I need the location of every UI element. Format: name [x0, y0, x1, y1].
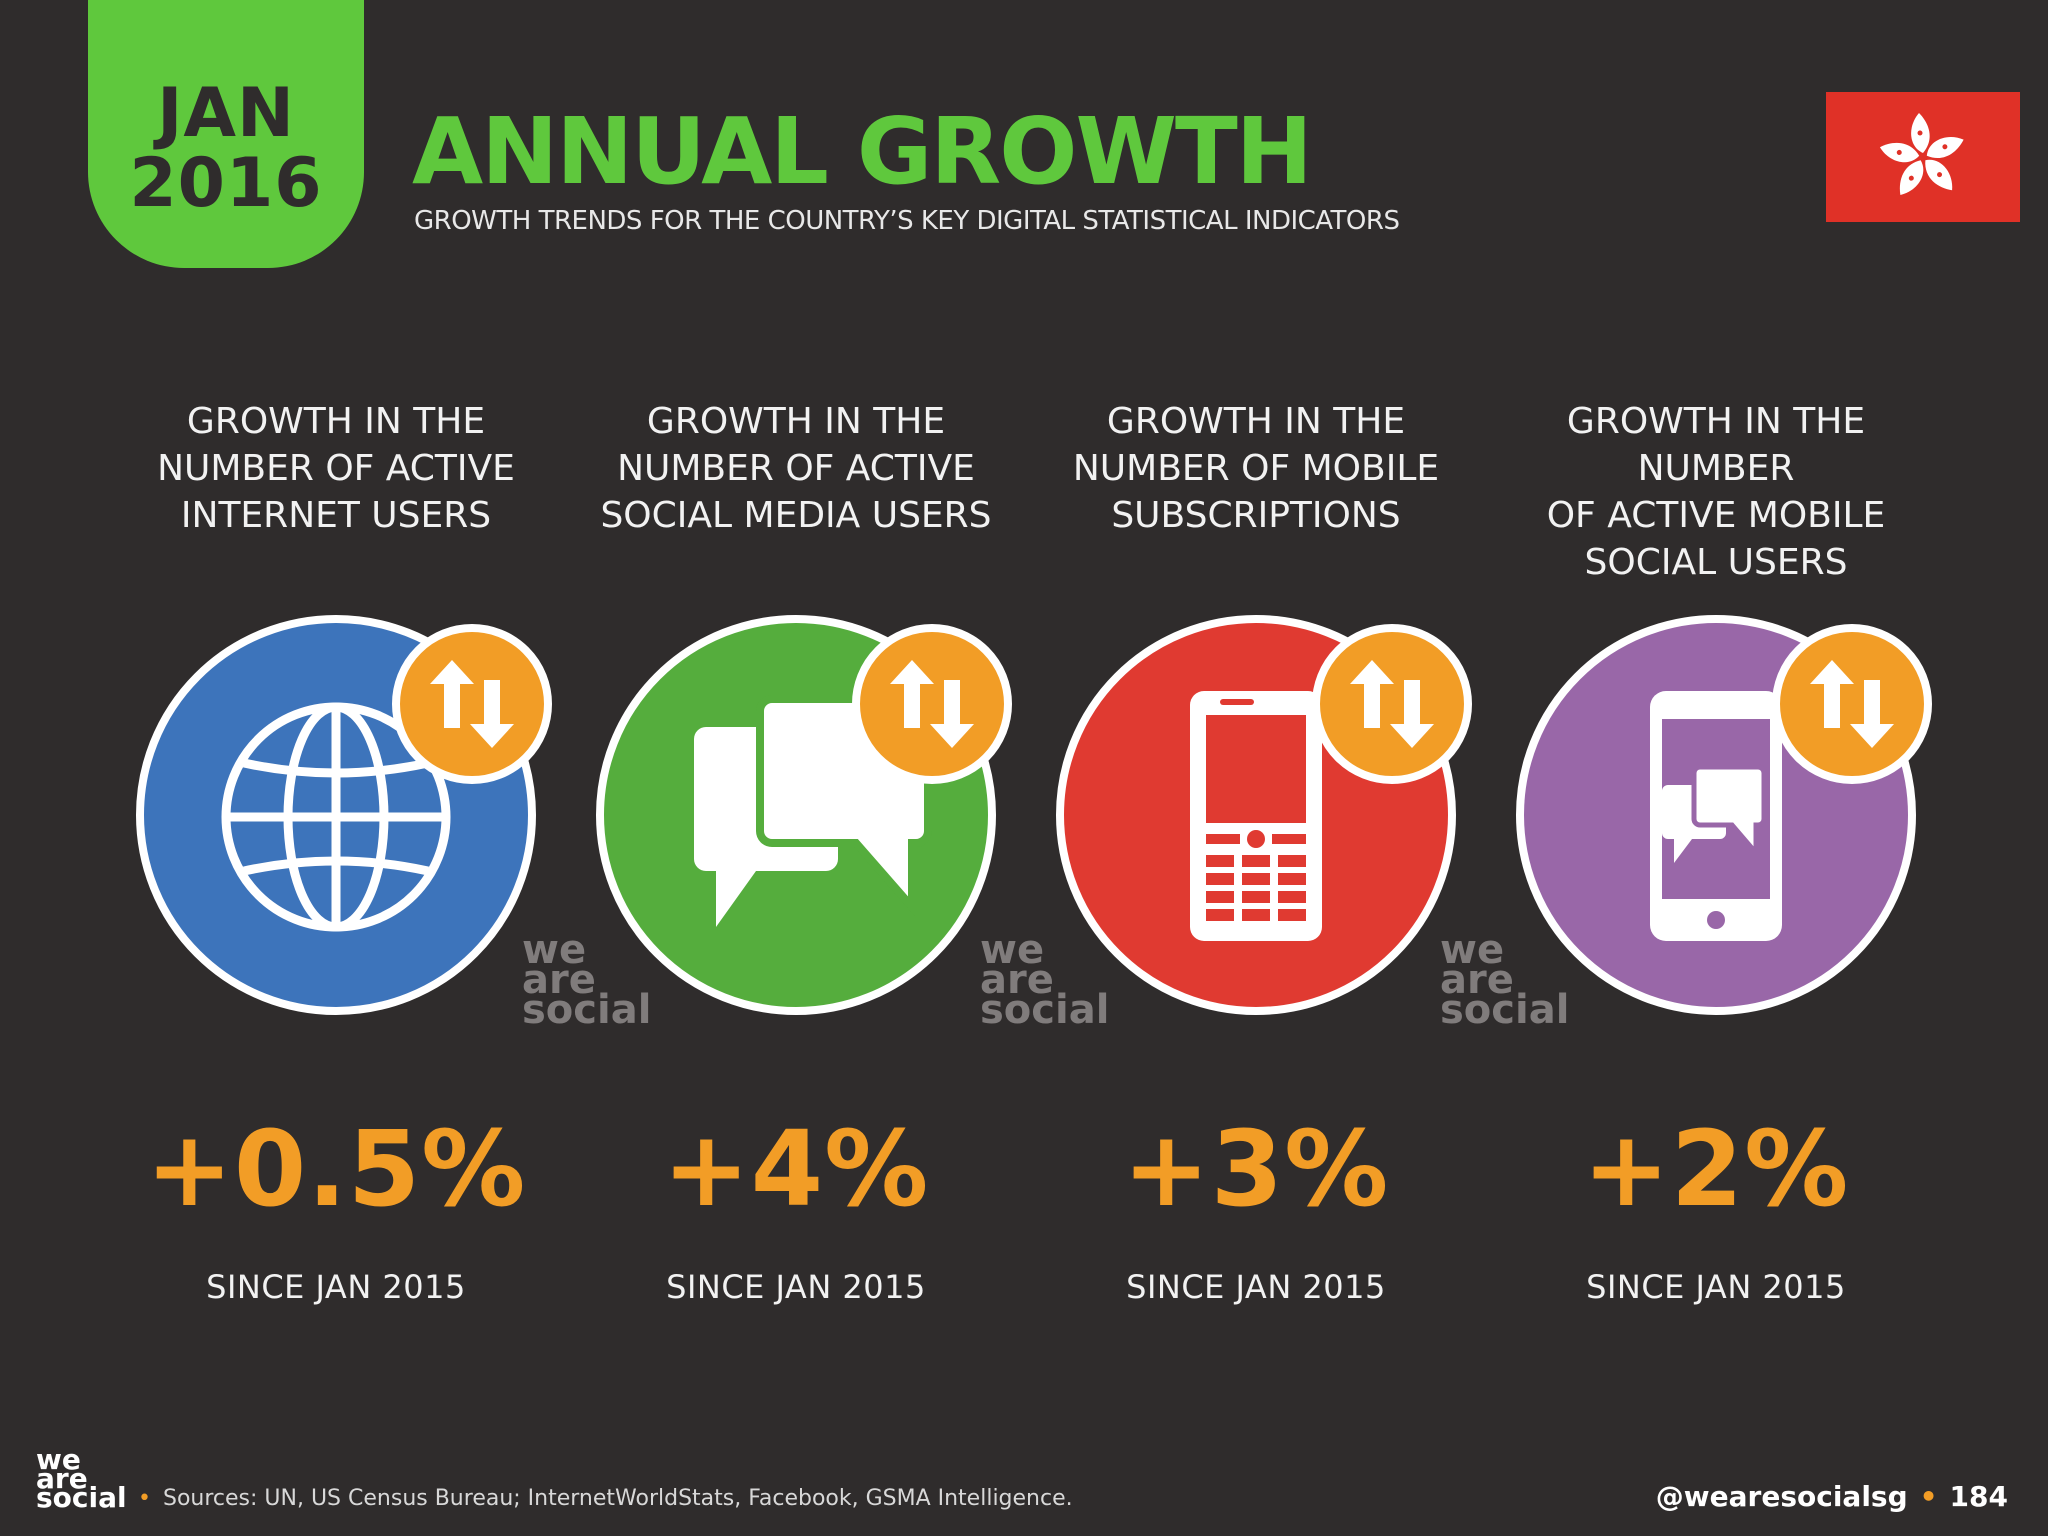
stat-mobile-subscriptions: GROWTH IN THE NUMBER OF MOBILE SUBSCRIPT…	[1026, 0, 1486, 1536]
bullet-dot-icon: •	[1919, 1480, 1938, 1513]
stat-social-media-users: GROWTH IN THE NUMBER OF ACTIVE SOCIAL ME…	[566, 0, 1026, 1536]
stat-internet-users: GROWTH IN THE NUMBER OF ACTIVE INTERNET …	[106, 0, 566, 1536]
page-title: ANNUAL GROWTH	[412, 98, 1313, 205]
mobile-phone-icon	[1056, 615, 1456, 1015]
date-tab: JAN 2016	[88, 0, 364, 268]
stat-label: GROWTH IN THE NUMBER OF ACTIVE INTERNET …	[157, 401, 515, 536]
social-handle: @wearesocialsg	[1655, 1480, 1908, 1513]
stat-label: GROWTH IN THE NUMBER OF MOBILE SUBSCRIPT…	[1072, 401, 1440, 536]
stat-value: +0.5%	[145, 1108, 527, 1230]
growth-arrows-icon	[1772, 624, 1932, 784]
footer-sources: • Sources: UN, US Census Bureau; Internet…	[138, 1486, 1073, 1511]
bullet-dot-icon: •	[138, 1486, 151, 1511]
watermark-logo: we are social	[522, 927, 652, 1033]
page-number: 184	[1949, 1480, 2008, 1513]
growth-arrows-icon	[392, 624, 552, 784]
globe-icon	[136, 615, 536, 1015]
stat-since: SINCE JAN 2015	[1126, 1268, 1386, 1306]
stat-value: +3%	[1122, 1108, 1390, 1230]
stat-value: +2%	[1582, 1108, 1850, 1230]
growth-arrows-icon	[852, 624, 1012, 784]
stat-since: SINCE JAN 2015	[206, 1268, 466, 1306]
smartphone-chat-icon	[1516, 615, 1916, 1015]
footer-logo: we are social	[36, 1443, 127, 1514]
page-subtitle: GROWTH TRENDS FOR THE COUNTRY’S KEY DIGI…	[414, 206, 1400, 236]
stat-label: GROWTH IN THE NUMBER OF ACTIVE SOCIAL ME…	[600, 401, 992, 536]
sources-text: Sources: UN, US Census Bureau; InternetW…	[162, 1486, 1073, 1511]
watermark-logo: we are social	[980, 927, 1110, 1033]
stat-mobile-social-users: GROWTH IN THE NUMBER OF ACTIVE MOBILE SO…	[1486, 0, 1946, 1536]
watermark-logo: we are social	[1440, 927, 1570, 1033]
growth-arrows-icon	[1312, 624, 1472, 784]
footer-handle: @wearesocialsg • 184	[1656, 1480, 2008, 1513]
date-year: 2016	[129, 144, 323, 223]
stat-since: SINCE JAN 2015	[666, 1268, 926, 1306]
hong-kong-flag-icon	[1826, 92, 2020, 222]
stat-since: SINCE JAN 2015	[1586, 1268, 1846, 1306]
stat-value: +4%	[662, 1108, 930, 1230]
stat-label: GROWTH IN THE NUMBER OF ACTIVE MOBILE SO…	[1546, 401, 1886, 583]
date-month: JAN	[157, 74, 295, 153]
